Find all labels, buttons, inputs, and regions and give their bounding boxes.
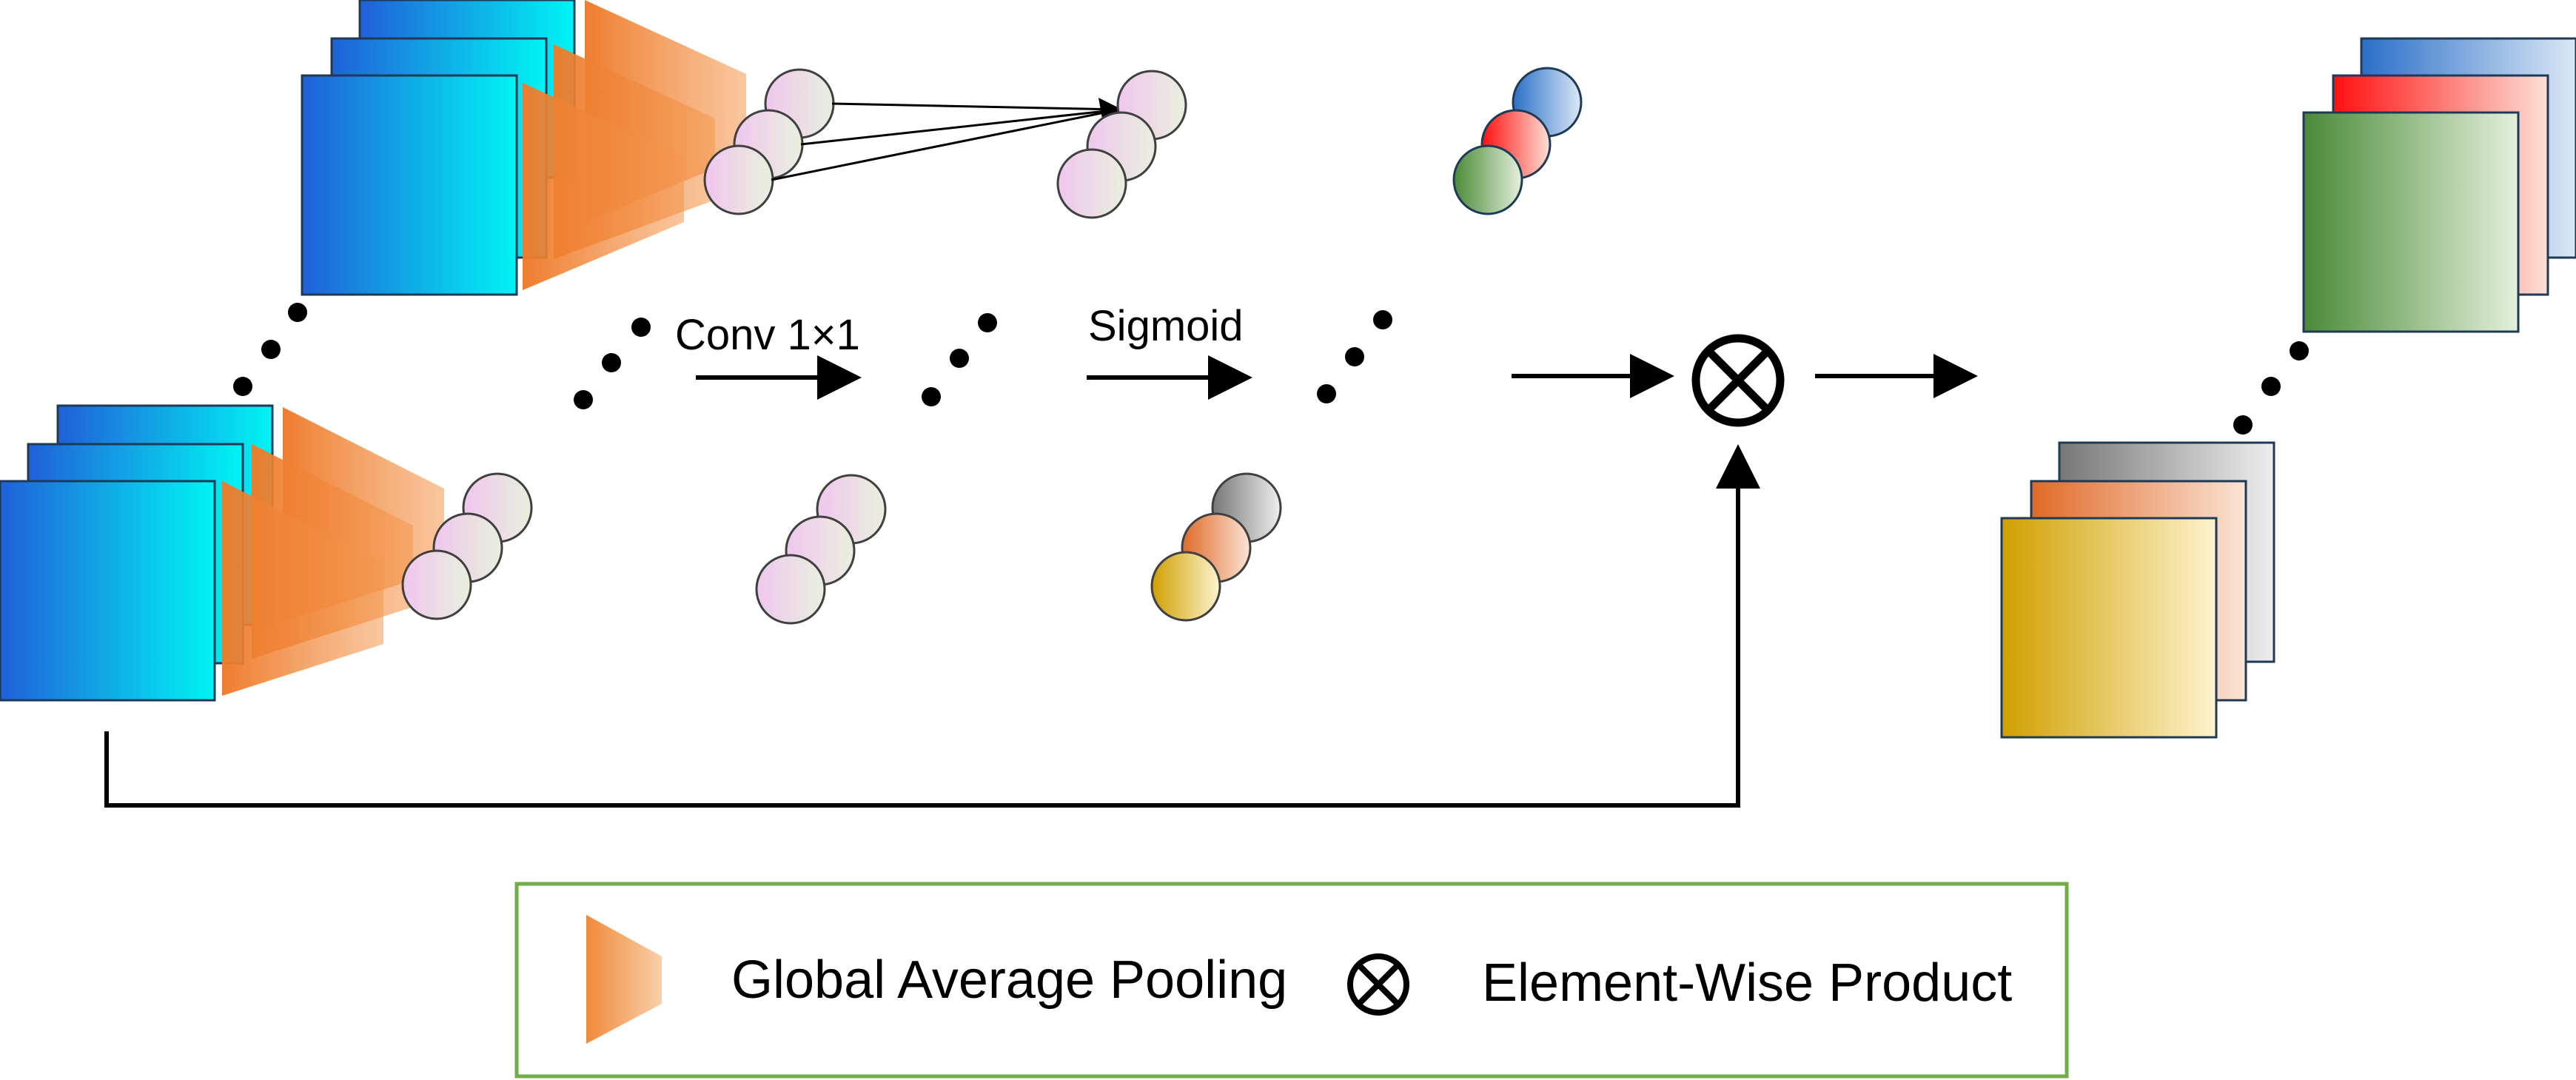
ellipsis-dots-output bbox=[2233, 341, 2309, 435]
legend-box bbox=[514, 882, 2069, 1079]
product-legend-icon bbox=[1347, 953, 1409, 1016]
ellipsis-dots-pooled bbox=[574, 318, 651, 409]
conv-circles-top bbox=[1056, 70, 1187, 219]
pooling-legend-icon bbox=[586, 915, 662, 1044]
sigmoid-label: Sigmoid bbox=[1088, 302, 1244, 350]
ellipsis-dots-sigmoid bbox=[1317, 310, 1392, 403]
element-wise-product-icon bbox=[1691, 334, 1785, 427]
legend: Global Average Pooling Element-Wise Prod… bbox=[514, 882, 2069, 1079]
skip-connection bbox=[104, 444, 1760, 808]
pooling-trapezoids-top bbox=[523, 0, 746, 290]
pooling-trapezoids-bottom bbox=[222, 407, 444, 696]
input-feature-stack-top bbox=[301, 0, 576, 296]
ellipsis-dots-input bbox=[233, 303, 307, 396]
output-feature-stack-bottom bbox=[2000, 441, 2275, 739]
sigmoid-circles-bottom bbox=[1150, 472, 1282, 622]
sigmoid-circles-top bbox=[1452, 67, 1583, 215]
pooled-circles-bottom bbox=[401, 472, 533, 620]
conv-label: Conv 1×1 bbox=[675, 311, 860, 359]
product-legend-label: Element-Wise Product bbox=[1482, 953, 2012, 1013]
output-feature-stack-top bbox=[2302, 37, 2576, 333]
pooling-legend-label: Global Average Pooling bbox=[731, 950, 1287, 1010]
ellipsis-dots-conv bbox=[922, 313, 997, 406]
input-feature-stack-bottom bbox=[0, 404, 274, 702]
conv-circles-bottom bbox=[755, 474, 887, 625]
